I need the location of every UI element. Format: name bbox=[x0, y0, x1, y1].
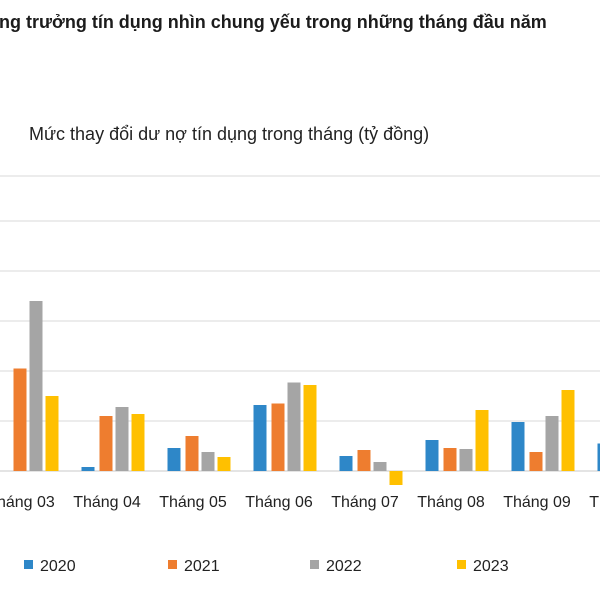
x-tick-label: Tháng 03 bbox=[0, 494, 55, 511]
headline: Tăng trưởng tín dụng nhìn chung yếu tron… bbox=[0, 12, 600, 36]
bar-2021-3 bbox=[185, 436, 199, 471]
legend-label: 2023 bbox=[473, 558, 509, 575]
bar-2023-3 bbox=[217, 457, 231, 471]
x-tick-label: Tháng 05 bbox=[159, 494, 227, 511]
legend-item-2022: 2022 bbox=[310, 558, 362, 575]
bar-2022-5 bbox=[373, 462, 387, 471]
x-tick-label: Tháng 07 bbox=[331, 494, 399, 511]
bar-2022-4 bbox=[287, 382, 301, 471]
legend-swatch bbox=[310, 560, 319, 569]
bar-2023-6 bbox=[475, 410, 489, 471]
bar-2023-2 bbox=[131, 414, 145, 471]
bar-2021-1 bbox=[13, 368, 27, 471]
x-tick-label: Tháng 06 bbox=[245, 494, 313, 511]
bar-2023-7 bbox=[561, 390, 575, 471]
bar-2021-6 bbox=[443, 448, 457, 471]
x-tick-label: Tháng 10 bbox=[589, 494, 600, 511]
legend: 2020 2021 2022 2023 bbox=[24, 558, 509, 575]
legend-swatch bbox=[168, 560, 177, 569]
bar-2022-1 bbox=[29, 301, 43, 471]
bars bbox=[13, 301, 600, 485]
legend-label: 2020 bbox=[40, 558, 76, 575]
bar-2023-1 bbox=[45, 396, 59, 471]
bar-2020-2 bbox=[81, 467, 95, 471]
x-tick-label: Tháng 09 bbox=[503, 494, 571, 511]
bar-2023-4 bbox=[303, 385, 317, 471]
legend-swatch bbox=[457, 560, 466, 569]
bar-2020-8 bbox=[597, 443, 600, 471]
legend-label: 2022 bbox=[326, 558, 362, 575]
bar-2021-2 bbox=[99, 416, 113, 471]
bar-2021-4 bbox=[271, 403, 285, 471]
bar-2022-3 bbox=[201, 452, 215, 471]
bar-2020-6 bbox=[425, 440, 439, 471]
bar-2020-3 bbox=[167, 448, 181, 471]
chart-title-text: Mức thay đổi dư nợ tín dụng trong tháng … bbox=[29, 124, 430, 144]
bar-2020-5 bbox=[339, 456, 353, 471]
bar-2021-7 bbox=[529, 452, 543, 471]
x-tick-labels: Tháng 03 Tháng 04 Tháng 05 Tháng 06 Tháng 07… bbox=[0, 494, 600, 511]
x-tick-label: Tháng 08 bbox=[417, 494, 485, 511]
bar-2021-5 bbox=[357, 450, 371, 471]
bar-2022-7 bbox=[545, 416, 559, 471]
bar-2022-6 bbox=[459, 449, 473, 471]
legend-label: 2021 bbox=[184, 558, 220, 575]
x-tick-label: Tháng 04 bbox=[73, 494, 141, 511]
bar-2023-5 bbox=[389, 471, 403, 485]
headline-text: Tăng trưởng tín dụng nhìn chung yếu tron… bbox=[0, 12, 547, 32]
legend-item-2021: 2021 bbox=[168, 558, 220, 575]
legend-item-2023: 2023 bbox=[457, 558, 509, 575]
legend-item-2020: 2020 bbox=[24, 558, 76, 575]
bar-2020-7 bbox=[511, 422, 525, 471]
bar-2020-4 bbox=[253, 405, 267, 471]
legend-swatch bbox=[24, 560, 33, 569]
bar-2022-2 bbox=[115, 407, 129, 471]
